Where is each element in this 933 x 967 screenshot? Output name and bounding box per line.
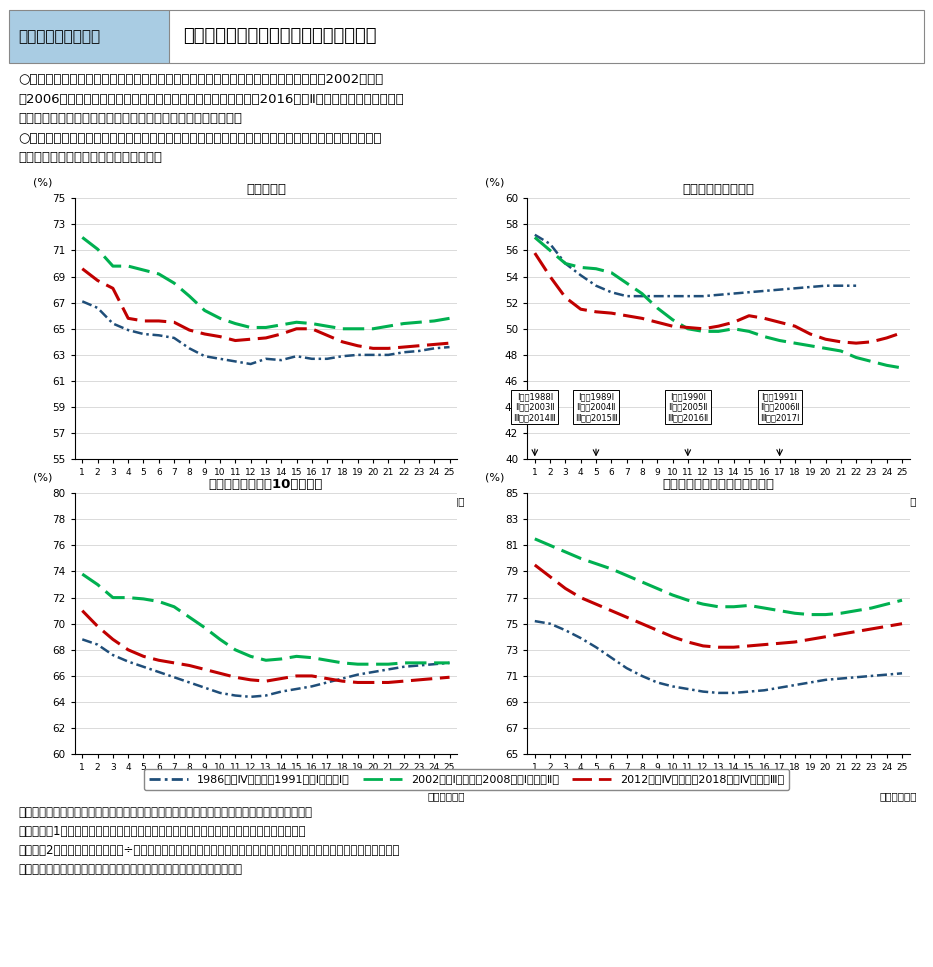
- Text: 景気拡大局面における労働分配率の比較: 景気拡大局面における労働分配率の比較: [183, 27, 377, 45]
- Text: (%): (%): [33, 473, 52, 483]
- Text: Ⅰ期：1991Ⅰ
Ⅱ期：2006Ⅱ
Ⅲ期：2017Ⅰ: Ⅰ期：1991Ⅰ Ⅱ期：2006Ⅱ Ⅲ期：2017Ⅰ: [759, 393, 800, 422]
- Title: 全規模企業: 全規模企業: [246, 183, 285, 195]
- Legend: 1986年第Ⅳ四半期～1991年第Ⅰ四半期Ⅰ期, 2002年第Ⅰ四半期～2008年第Ⅰ四半期Ⅱ期, 2012年第Ⅳ四半期～2018年第Ⅳ四半期Ⅲ期: 1986年第Ⅳ四半期～1991年第Ⅰ四半期Ⅰ期, 2002年第Ⅰ四半期～2008…: [144, 769, 789, 790]
- Text: ○　直近の景気拡大局面における「資本金１０億円以上」の大企業の労働分配率は、2002年から
　2006年の景気拡大局面における同時期の同値と比較すると、2016: ○ 直近の景気拡大局面における「資本金１０億円以上」の大企業の労働分配率は、20…: [19, 73, 404, 164]
- Text: (%): (%): [485, 178, 505, 188]
- Text: （経過期間）: （経過期間）: [880, 496, 917, 506]
- Text: （経過期間）: （経過期間）: [427, 496, 465, 506]
- Text: Ⅰ期：1989Ⅰ
Ⅱ期：2004Ⅱ
Ⅲ期：2015Ⅲ: Ⅰ期：1989Ⅰ Ⅱ期：2004Ⅱ Ⅲ期：2015Ⅲ: [575, 393, 618, 422]
- Title: 資本金１０億円以上: 資本金１０億円以上: [682, 183, 755, 195]
- Title: 資本金１億円以上10億円未満: 資本金１億円以上10億円未満: [209, 478, 323, 490]
- Text: (%): (%): [33, 178, 52, 188]
- Text: （経過期間）: （経過期間）: [427, 791, 465, 801]
- Text: （経過期間）: （経過期間）: [880, 791, 917, 801]
- Text: (%): (%): [485, 473, 505, 483]
- Bar: [170, 10, 924, 63]
- Text: 資料出所　財務省「法人企業統計調査」をもとに厚生労働省政策統括官付政策統括室にて作成
　（注）　1）データは独自で作成した季節調整値（３四半期移動平均）を使用し: 資料出所 財務省「法人企業統計調査」をもとに厚生労働省政策統括官付政策統括室にて…: [19, 806, 400, 876]
- Text: 第１－（１）－９図: 第１－（１）－９図: [19, 29, 101, 44]
- Title: 資本金１千万円以上１億円未満: 資本金１千万円以上１億円未満: [662, 478, 774, 490]
- Text: Ⅰ期：1988Ⅰ
Ⅱ期：2003Ⅱ
Ⅲ期：2014Ⅲ: Ⅰ期：1988Ⅰ Ⅱ期：2003Ⅱ Ⅲ期：2014Ⅲ: [513, 393, 556, 422]
- Bar: [9, 10, 170, 63]
- Text: Ⅰ期：1990Ⅰ
Ⅱ期：2005Ⅱ
Ⅲ期：2016Ⅱ: Ⅰ期：1990Ⅰ Ⅱ期：2005Ⅱ Ⅲ期：2016Ⅱ: [667, 393, 708, 422]
